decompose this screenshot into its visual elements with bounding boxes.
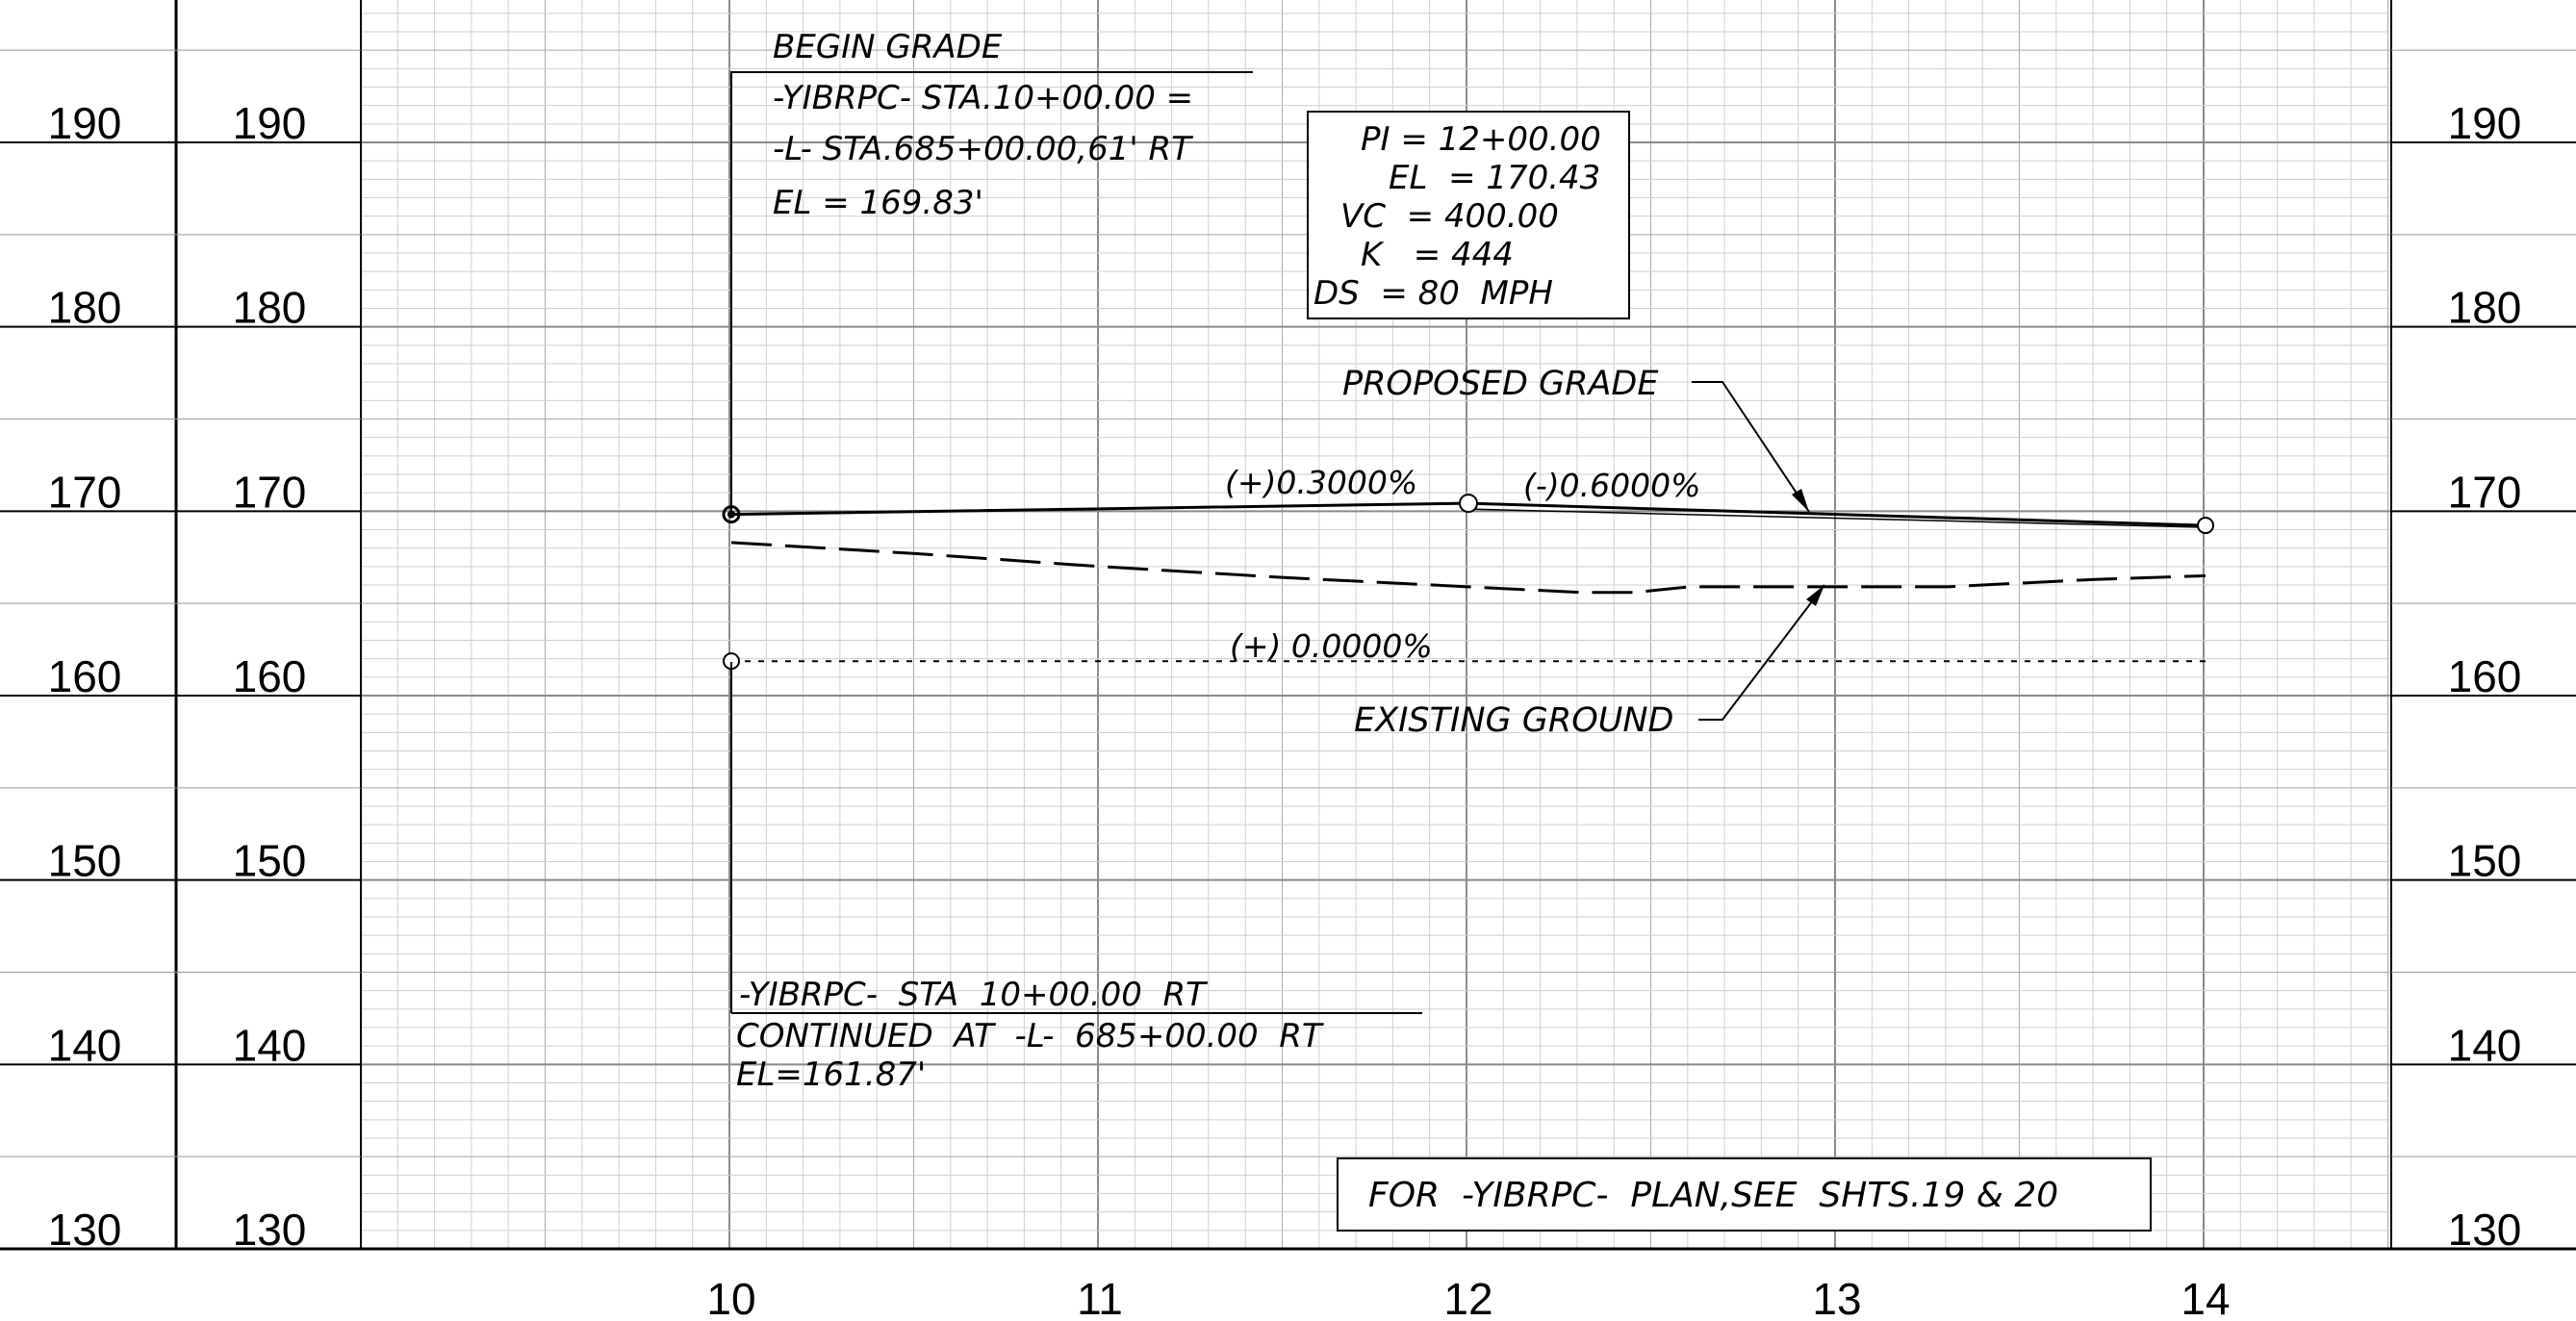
elevation-label-right: 170 (2448, 467, 2522, 517)
pi-station: PI = 12+00.00 (1361, 120, 1601, 159)
pi-design-speed: DS = 80 MPH (1314, 274, 1553, 313)
elevation-label-left: 170 (48, 467, 122, 517)
existing-ground-leader (1698, 584, 1825, 721)
elevation-label-left: 150 (48, 836, 122, 886)
elevation-label-mid: 140 (233, 1020, 307, 1070)
begin-grade-leader (730, 71, 1253, 514)
station-label: 10 (706, 1274, 755, 1321)
continued-line1: -YIBRPC- STA 10+00.00 RT (739, 976, 1208, 1014)
end-grade-marker (2197, 517, 2214, 535)
elevation-label-right: 130 (2448, 1205, 2522, 1255)
profile-vertical-curve-line (1467, 508, 2206, 528)
begin-grade-marker-dot (727, 510, 735, 519)
elevation-label-mid: 160 (233, 651, 307, 701)
grade-flat-label: (+) 0.0000% (1230, 627, 1433, 665)
proposed-grade-leader (1692, 381, 1810, 513)
grade-right-label: (-)0.6000% (1523, 467, 1700, 504)
elevation-labels-left: 190 180 170 160 150 140 130 (48, 98, 122, 1255)
station-labels: 10 11 12 13 14 (706, 1274, 2230, 1321)
elevation-label-mid: 180 (233, 283, 307, 333)
elevation-label-right: 160 (2448, 651, 2522, 701)
existing-ground-callout: EXISTING GROUND (1354, 584, 1825, 740)
continued-callout: -YIBRPC- STA 10+00.00 RT CONTINUED AT -L… (730, 662, 1422, 1094)
grade-left-label: (+)0.3000% (1225, 464, 1417, 501)
elevation-label-right: 150 (2448, 836, 2522, 886)
plan-reference-note: FOR -YIBRPC- PLAN,SEE SHTS.19 & 20 (1337, 1157, 2152, 1232)
pi-data-box: PI = 12+00.00 EL = 170.43 VC = 400.00 K … (1307, 111, 1630, 319)
elevation-label-mid: 190 (233, 98, 307, 148)
elevation-label-left: 130 (48, 1205, 122, 1255)
plan-note-border (1337, 1157, 2152, 1232)
plan-note-text: FOR -YIBRPC- PLAN,SEE SHTS.19 & 20 (1368, 1176, 2058, 1215)
pi-vertical-curve: VC = 400.00 (1340, 197, 1559, 236)
elevation-label-left: 180 (48, 283, 122, 333)
elevation-label-right: 180 (2448, 283, 2522, 333)
begin-grade-line3: EL = 169.83' (773, 184, 983, 222)
station-label: 12 (1443, 1274, 1492, 1321)
elevation-label-mid: 130 (233, 1205, 307, 1255)
proposed-grade-arrowhead (1792, 489, 1809, 512)
profile-series (722, 494, 2214, 671)
begin-grade-line1: -YIBRPC- STA.10+00.00 = (773, 79, 1193, 117)
sheet-frame (0, 0, 2576, 1251)
continued-line2: CONTINUED AT -L- 685+00.00 RT (736, 1017, 1324, 1055)
begin-grade-callout: BEGIN GRADE -YIBRPC- STA.10+00.00 = -L- … (730, 28, 1253, 514)
continued-line3: EL=161.87' (736, 1055, 926, 1094)
begin-grade-title: BEGIN GRADE (773, 28, 1003, 66)
pi-elevation: EL = 170.43 (1389, 159, 1600, 197)
proposed-grade-callout: PROPOSED GRADE (1342, 365, 1810, 513)
station-label: 11 (1077, 1274, 1123, 1321)
elevation-labels-mid: 190 180 170 160 150 140 130 (233, 98, 307, 1255)
pi-marker (1459, 494, 1478, 514)
station-label: 14 (2181, 1274, 2230, 1321)
existing-ground-arrowhead (1806, 585, 1824, 606)
proposed-grade-label: PROPOSED GRADE (1342, 365, 1659, 403)
elevation-label-mid: 150 (233, 836, 307, 886)
pi-k-value: K = 444 (1361, 236, 1514, 274)
pi-box-border (1307, 111, 1630, 319)
elevation-label-left: 190 (48, 98, 122, 148)
begin-grade-line2: -L- STA.685+00.00,61' RT (773, 130, 1193, 168)
station-label: 13 (1812, 1274, 1861, 1321)
elevation-label-left: 140 (48, 1020, 122, 1070)
elevation-label-right: 140 (2448, 1020, 2522, 1070)
elevation-label-left: 160 (48, 651, 122, 701)
elevation-label-mid: 170 (233, 467, 307, 517)
elevation-label-right: 190 (2448, 98, 2522, 148)
existing-ground-label: EXISTING GROUND (1354, 701, 1674, 740)
profile-line-dashed (730, 541, 2206, 595)
elevation-labels-right: 190 180 170 160 150 140 130 (2448, 98, 2522, 1255)
